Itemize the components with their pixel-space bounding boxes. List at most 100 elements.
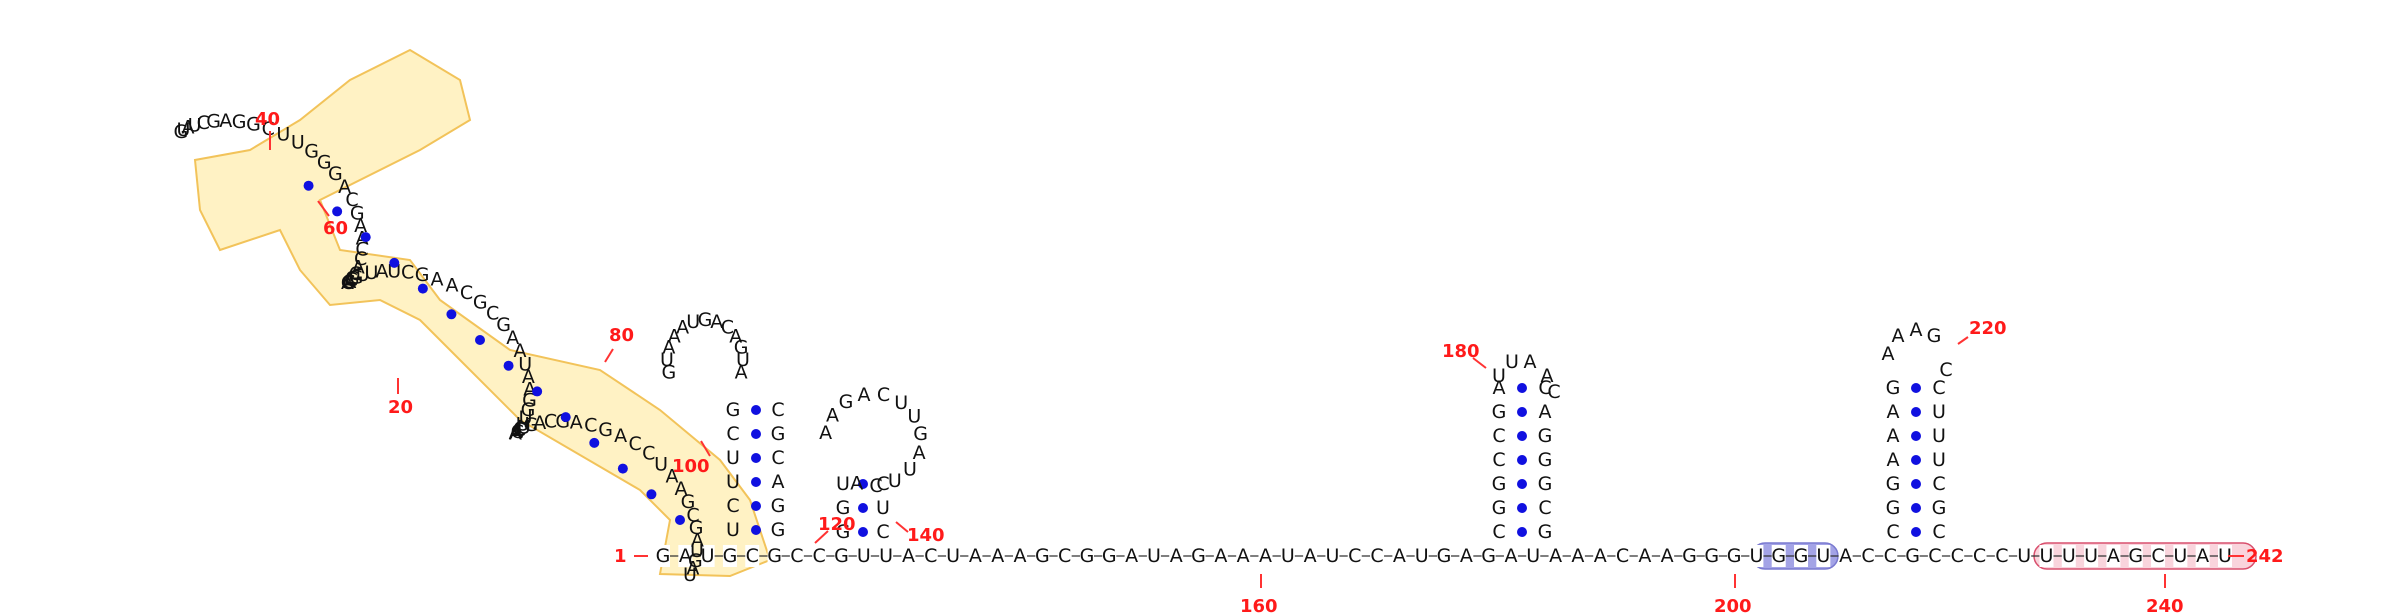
nucleotide: U: [1147, 545, 1161, 567]
number-40: 40: [255, 109, 280, 130]
nucleotide: G: [1191, 545, 1206, 567]
nucleotide: U: [2218, 545, 2232, 567]
domain-nucleotide: C: [460, 282, 473, 304]
nucleotide: A: [1504, 545, 1517, 567]
base-pair-dot: [751, 429, 761, 439]
domain-nucleotide: A: [513, 340, 526, 362]
letter-backing: [1860, 545, 1875, 567]
nucleotide: U: [2017, 545, 2031, 567]
nucleotide: A: [1259, 545, 1272, 567]
hairpin-4-right: C: [876, 473, 889, 495]
base-pair-dot: [858, 503, 868, 513]
nucleotide: U: [946, 545, 960, 567]
nucleotide: A: [1125, 545, 1138, 567]
base-pair-dot: [503, 360, 514, 371]
nucleotide: G: [1437, 545, 1452, 567]
tick-140: [895, 521, 909, 533]
domain-nucleotide: C: [342, 271, 355, 293]
base-pair-dot: [858, 527, 868, 537]
letter-backing: [2173, 545, 2188, 567]
letter-backing: [745, 545, 760, 567]
domain-nucleotide: A: [352, 256, 365, 278]
hairpin-3-loop: C: [721, 317, 734, 339]
domain-nucleotide: A: [523, 378, 536, 400]
hairpin-3-right: C: [771, 399, 784, 421]
letter-backing: [1213, 545, 1228, 567]
nucleotide: G: [1727, 545, 1742, 567]
base-pair-dot: [675, 515, 685, 525]
letter-backing: [1280, 545, 1295, 567]
domain-nucleotide: G: [345, 268, 360, 290]
letter-backing: [856, 545, 871, 567]
hairpin-3-loop: A: [710, 311, 723, 333]
domain-nucleotide: C: [511, 421, 524, 443]
number-1: 1: [614, 546, 627, 567]
letter-backing: [1637, 545, 1652, 567]
hairpin-3-right: A: [772, 471, 785, 493]
domain-nucleotide: A: [614, 425, 627, 447]
nucleotide: A: [1304, 545, 1317, 567]
tick-180: [1472, 357, 1487, 369]
letter-backing: [1994, 545, 2009, 567]
nucleotide: G: [1794, 545, 1809, 567]
letter-backing: [1035, 545, 1050, 567]
letter-backing: [1459, 545, 1474, 567]
hairpin-2-loop: G: [1927, 325, 1942, 347]
hairpin-4-loop: A: [850, 472, 863, 494]
base-pair-dot: [751, 477, 761, 487]
letter-backing: [1191, 545, 1206, 567]
nucleotide: U: [2062, 545, 2076, 567]
nucleotide: C: [1973, 545, 1986, 567]
letter-backing: [1883, 545, 1898, 567]
nucleotide: G: [767, 545, 782, 567]
domain-nucleotide: G: [522, 389, 537, 411]
hairpin-1-right: G: [1538, 449, 1553, 471]
nucleotide: A: [1594, 545, 1607, 567]
letter-backing: [1481, 545, 1496, 567]
base-pair-dot: [589, 437, 600, 448]
letter-backing: [1526, 545, 1541, 567]
nucleotide: A: [1170, 545, 1183, 567]
letter-backing: [1704, 545, 1719, 567]
base-pair-dot: [532, 386, 543, 397]
hairpin-3-left: U: [726, 519, 740, 541]
base-pair-dot: [303, 180, 314, 191]
letter-backing: [1749, 545, 1764, 567]
hairpin-1-loop: U: [1505, 351, 1519, 373]
nucleotide: A: [1571, 545, 1584, 567]
hairpin-1-right: G: [1538, 425, 1553, 447]
hairpin-1-right: C: [1538, 377, 1551, 399]
letter-backing: [1169, 545, 1184, 567]
letter-backing: [1124, 545, 1139, 567]
hairpin-1-left: C: [1492, 449, 1505, 471]
nucleotide: U: [1749, 545, 1763, 567]
base-pair-dot: [332, 206, 343, 217]
hairpin-3-loop: U: [686, 311, 700, 333]
base-pair-dot: [1911, 383, 1921, 393]
hairpin-3-loop: G: [698, 309, 713, 331]
base-pair-dot: [560, 412, 571, 423]
letter-backing: [2218, 545, 2232, 567]
nucleotide: C: [1370, 545, 1383, 567]
domain-nucleotide: A: [506, 327, 519, 349]
hairpin-4-loop: C: [869, 475, 882, 497]
number-140: 140: [907, 525, 945, 546]
nucleotide: A: [902, 545, 915, 567]
nucleotide: A: [2196, 545, 2209, 567]
nucleotide: G: [1704, 545, 1719, 567]
number-120: 120: [818, 514, 856, 535]
number-100: 100: [672, 456, 710, 477]
nucleotide: G: [723, 545, 738, 567]
nucleotide: G: [1905, 545, 1920, 567]
nucleotide: C: [1995, 545, 2008, 567]
domain-nucleotide: G: [206, 111, 221, 133]
nucleotide: U: [701, 545, 715, 567]
hairpin-3-left: G: [726, 399, 741, 421]
base-pair-dot: [1517, 455, 1527, 465]
domain-nucleotide: U: [654, 453, 668, 475]
hairpin-2-left: A: [1887, 449, 1900, 471]
tick-120: [814, 530, 829, 544]
letter-backing: [1325, 545, 1340, 567]
domain-nucleotide: A: [430, 268, 443, 290]
letter-backing: [789, 545, 804, 567]
